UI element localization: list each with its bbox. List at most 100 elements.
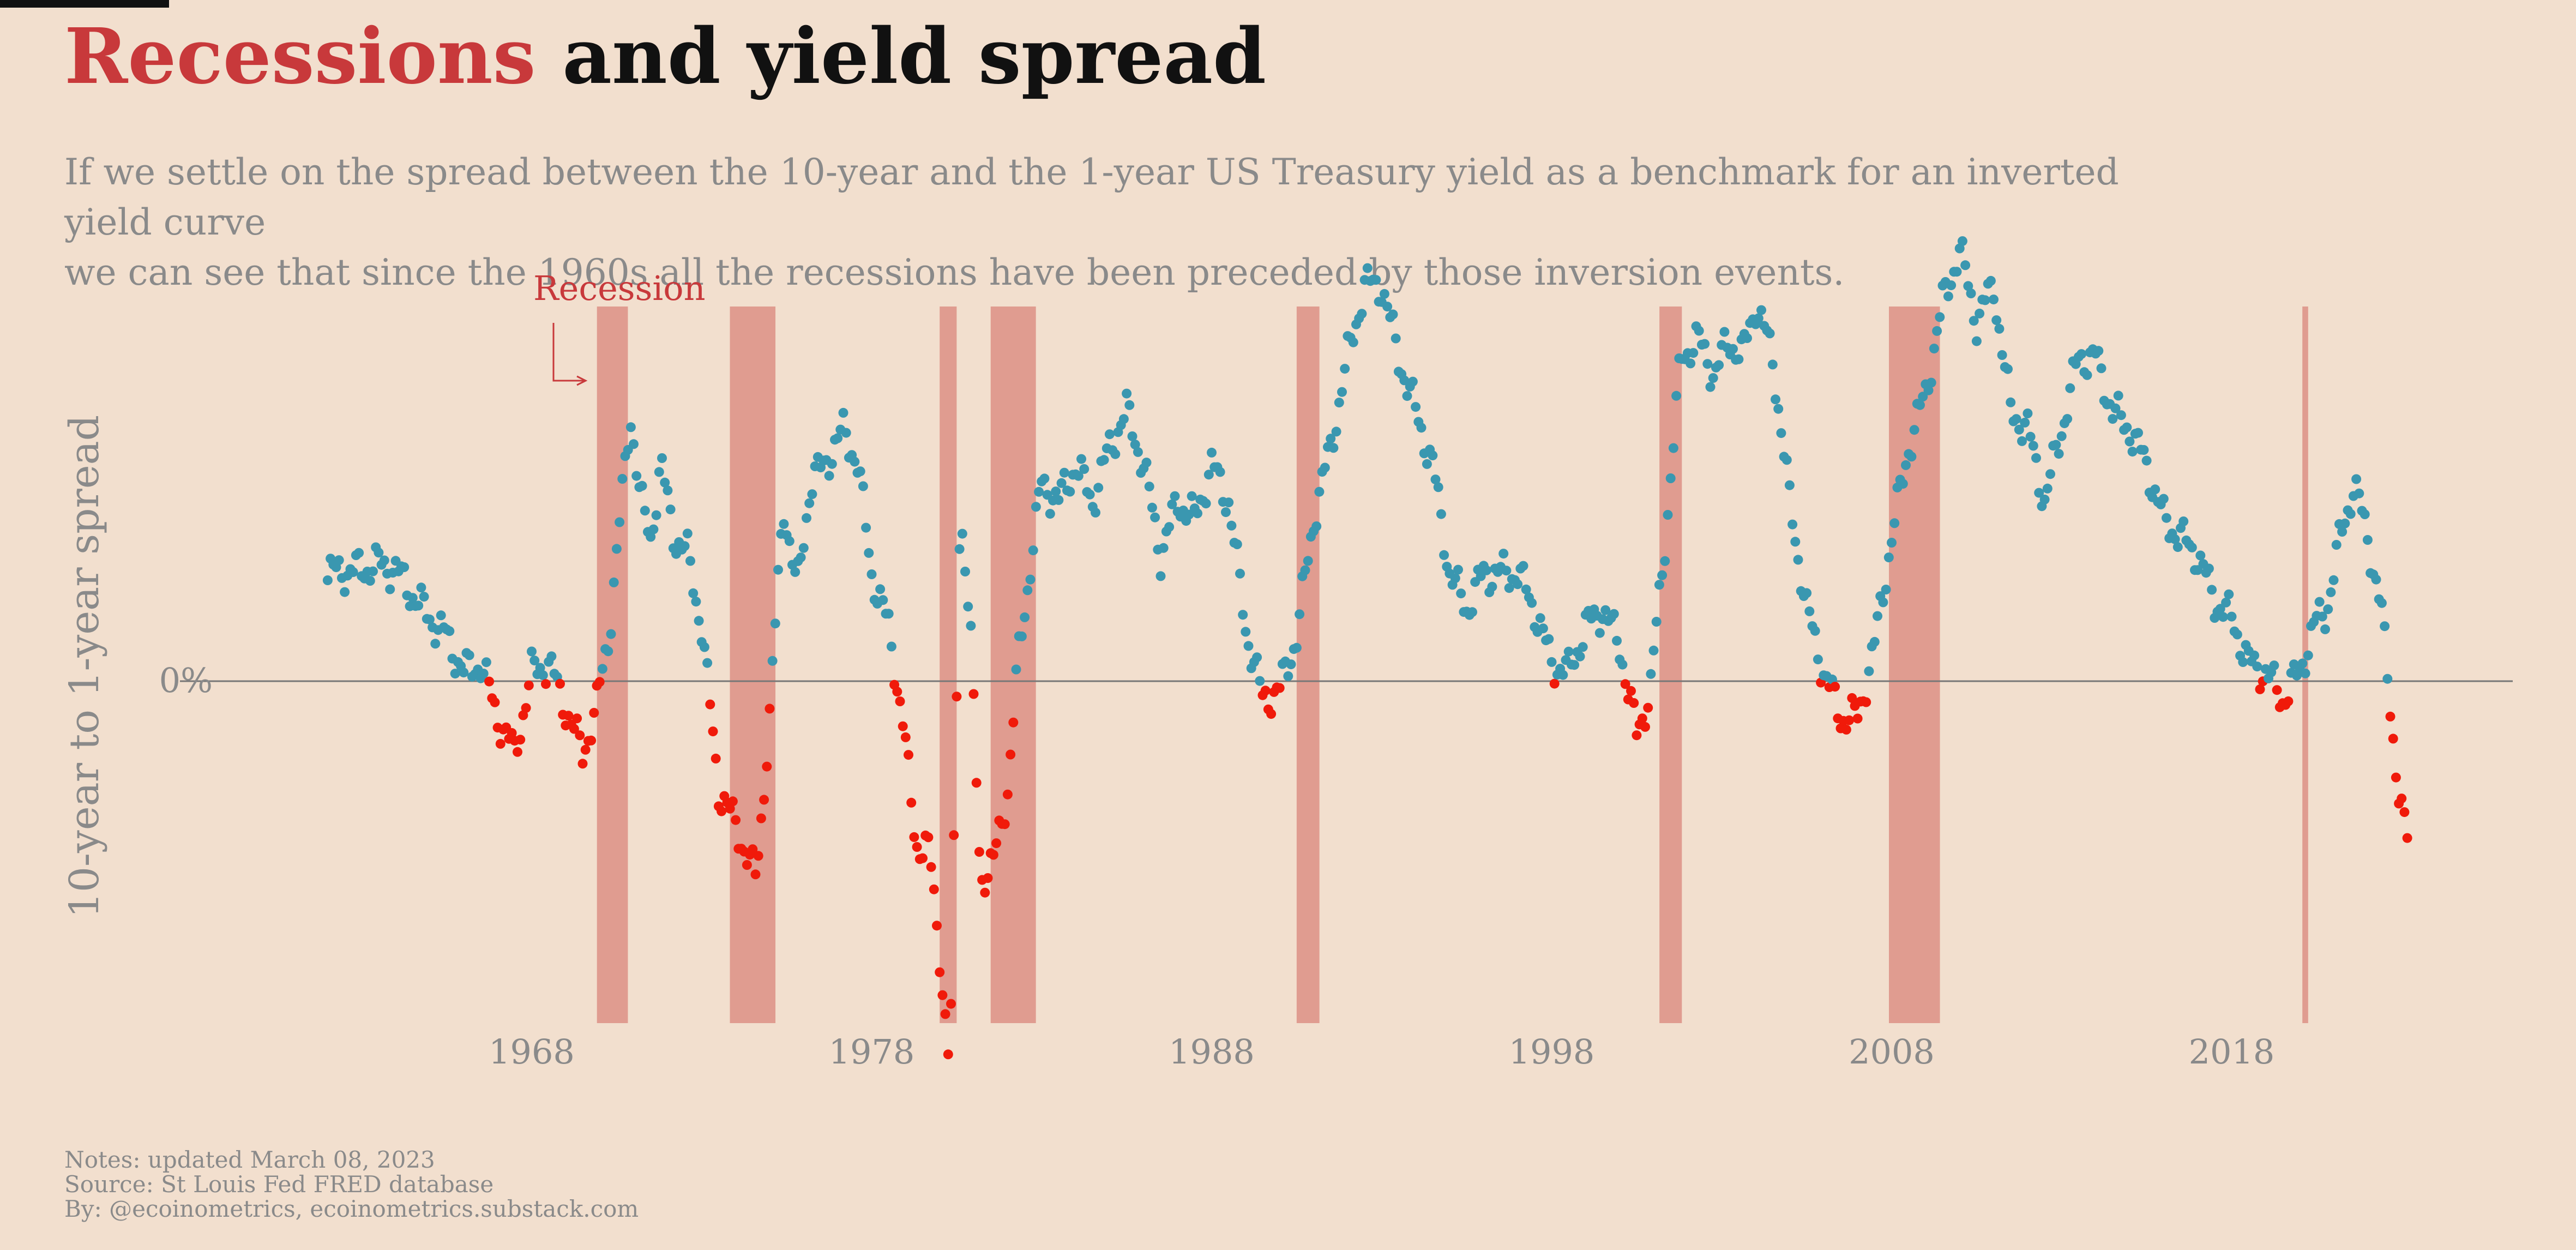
recession-band-2 bbox=[730, 307, 776, 1023]
data-point bbox=[1073, 471, 1084, 481]
data-point bbox=[416, 582, 426, 593]
data-point bbox=[1518, 561, 1528, 571]
data-point bbox=[1118, 414, 1129, 424]
data-point bbox=[807, 489, 817, 500]
data-point bbox=[1997, 350, 2007, 360]
data-point bbox=[1326, 434, 1336, 444]
data-point bbox=[646, 532, 656, 542]
data-point bbox=[858, 481, 868, 491]
data-point bbox=[2065, 383, 2075, 393]
data-point bbox=[2300, 668, 2310, 678]
data-point bbox=[1643, 702, 1653, 713]
data-point bbox=[572, 713, 582, 724]
y-tick-zero: 0% bbox=[159, 660, 213, 700]
data-point bbox=[954, 544, 965, 554]
data-point bbox=[1714, 360, 1724, 370]
recession-band-7 bbox=[1889, 307, 1940, 1023]
data-point bbox=[1544, 634, 1554, 644]
data-point bbox=[1708, 373, 1718, 383]
data-point bbox=[1521, 584, 1531, 594]
notes-byline: By: @ecoinometrics, ecoinometrics.substa… bbox=[64, 1195, 639, 1222]
data-point bbox=[617, 474, 628, 484]
data-point bbox=[717, 806, 727, 816]
data-point bbox=[1467, 607, 1477, 617]
recession-band-6 bbox=[1659, 307, 1682, 1023]
data-point bbox=[940, 1009, 950, 1019]
data-point bbox=[1085, 489, 1095, 500]
data-point bbox=[606, 629, 616, 639]
data-point bbox=[1045, 509, 1055, 519]
data-point bbox=[750, 869, 761, 880]
data-point bbox=[340, 587, 350, 597]
recession-band-5 bbox=[1296, 307, 1320, 1023]
data-point bbox=[660, 477, 670, 488]
data-point bbox=[796, 552, 806, 563]
data-point bbox=[1091, 507, 1100, 518]
data-point bbox=[1878, 597, 1888, 608]
data-point bbox=[529, 656, 540, 666]
data-point bbox=[2331, 540, 2342, 550]
data-point bbox=[1167, 499, 1177, 509]
data-point bbox=[1187, 491, 1197, 501]
data-point bbox=[2178, 516, 2189, 526]
data-point bbox=[900, 732, 911, 742]
data-point bbox=[866, 569, 877, 579]
data-point bbox=[767, 656, 778, 666]
data-point bbox=[1898, 479, 1908, 489]
data-point bbox=[1260, 686, 1271, 696]
data-point bbox=[1241, 627, 1251, 637]
data-point bbox=[759, 795, 769, 805]
data-point bbox=[974, 847, 984, 857]
data-point bbox=[2113, 390, 2123, 401]
data-point bbox=[864, 548, 874, 558]
data-point bbox=[1943, 291, 1953, 302]
data-point bbox=[2399, 807, 2410, 818]
data-point bbox=[756, 813, 766, 824]
data-point bbox=[1076, 454, 1086, 464]
data-point bbox=[1000, 819, 1010, 830]
data-point bbox=[1771, 394, 1780, 405]
data-point bbox=[2249, 650, 2260, 660]
data-point bbox=[2195, 550, 2206, 561]
data-point bbox=[682, 528, 693, 539]
data-point bbox=[878, 595, 888, 605]
data-point bbox=[2232, 629, 2242, 640]
data-point bbox=[1311, 521, 1322, 531]
data-point bbox=[1498, 549, 1509, 559]
x-tick-label: 1978 bbox=[829, 1032, 915, 1072]
data-point bbox=[334, 555, 344, 566]
data-point bbox=[762, 761, 772, 772]
data-point bbox=[424, 614, 435, 624]
data-point bbox=[1099, 455, 1109, 465]
data-point bbox=[1620, 679, 1630, 689]
data-point bbox=[699, 642, 709, 652]
subtitle: If we settle on the spread between the 1… bbox=[64, 147, 2191, 298]
data-point bbox=[1124, 400, 1135, 410]
title-highlight: Recessions bbox=[64, 12, 536, 101]
data-point bbox=[932, 921, 942, 931]
x-axis-ticks: 1968 1978 1988 1998 2008 2018 bbox=[489, 1032, 2274, 1072]
data-point bbox=[1487, 581, 1497, 592]
x-tick-label: 2008 bbox=[1849, 1032, 1935, 1072]
data-point bbox=[464, 650, 474, 660]
data-point bbox=[1994, 323, 2005, 334]
data-point bbox=[1629, 698, 1639, 708]
data-point bbox=[1504, 583, 1514, 593]
data-point bbox=[538, 670, 548, 681]
data-point bbox=[1810, 626, 1820, 636]
data-point bbox=[838, 407, 848, 418]
data-point bbox=[1600, 605, 1611, 615]
data-point bbox=[2345, 509, 2356, 519]
data-point bbox=[2014, 424, 2024, 435]
data-point bbox=[1660, 556, 1670, 566]
data-point bbox=[906, 797, 917, 808]
data-point bbox=[1337, 387, 1347, 397]
data-point bbox=[1705, 382, 1716, 392]
data-point bbox=[1881, 585, 1891, 594]
data-point bbox=[1790, 537, 1801, 547]
data-point bbox=[1232, 539, 1242, 549]
data-point bbox=[1334, 398, 1344, 408]
data-point bbox=[2051, 440, 2061, 450]
data-point bbox=[1883, 552, 1894, 563]
data-point bbox=[1668, 443, 1678, 453]
